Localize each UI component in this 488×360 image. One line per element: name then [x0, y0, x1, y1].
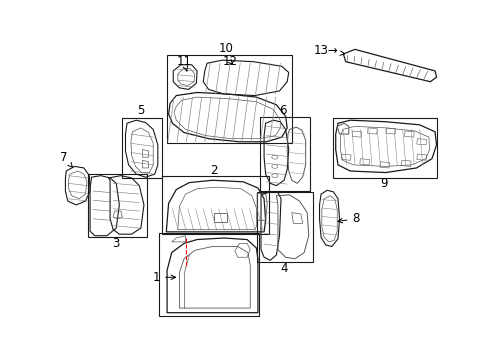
Bar — [333, 118, 436, 178]
Text: 8: 8 — [337, 212, 359, 225]
Bar — [260, 117, 310, 191]
Bar — [162, 176, 268, 234]
Text: 10: 10 — [219, 42, 233, 55]
Text: 7: 7 — [60, 152, 72, 167]
Bar — [122, 118, 162, 178]
Bar — [359, 159, 369, 165]
Bar — [385, 128, 395, 134]
Bar — [404, 131, 413, 137]
Bar — [379, 162, 389, 168]
Bar — [351, 131, 361, 137]
Bar — [401, 160, 410, 166]
Text: 1: 1 — [152, 271, 175, 284]
Bar — [367, 128, 376, 134]
Bar — [416, 139, 426, 145]
Bar — [341, 154, 350, 160]
Text: 6: 6 — [278, 104, 286, 117]
Text: 3: 3 — [112, 237, 120, 250]
Text: 2: 2 — [210, 164, 217, 177]
Text: 11: 11 — [176, 55, 191, 71]
Bar — [87, 174, 147, 237]
Bar — [159, 233, 259, 316]
Bar — [167, 55, 291, 143]
Text: 13→: 13→ — [313, 44, 344, 57]
Text: 5: 5 — [137, 104, 144, 117]
Bar — [257, 192, 313, 262]
Text: 9: 9 — [380, 177, 387, 190]
Text: 12: 12 — [222, 55, 237, 68]
Bar — [416, 154, 426, 160]
Text: 4: 4 — [280, 261, 287, 275]
